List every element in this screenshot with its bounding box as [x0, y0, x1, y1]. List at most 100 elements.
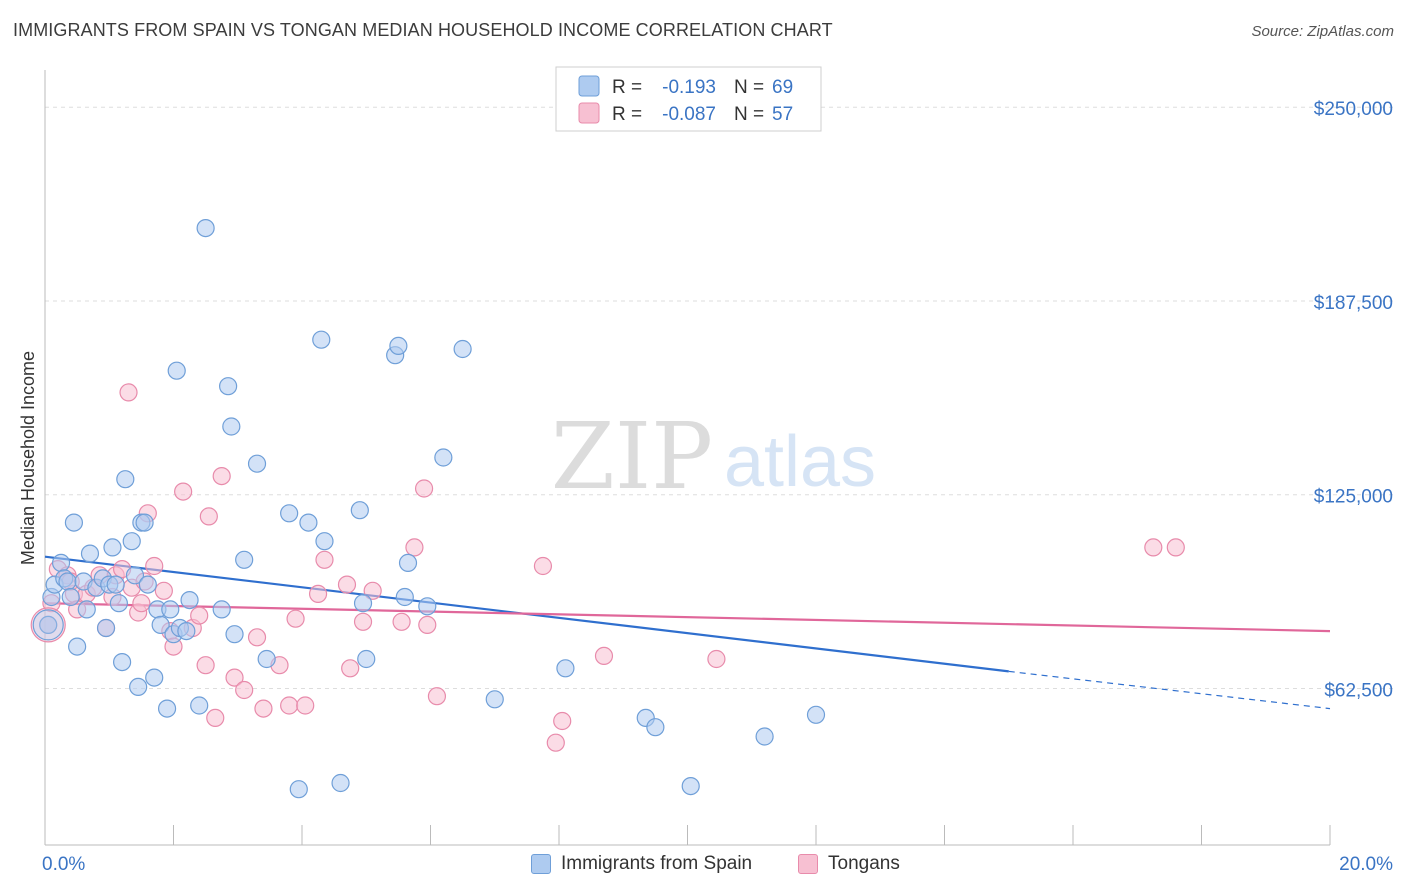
spain-point-68 [39, 615, 58, 635]
spain-point-30 [161, 600, 180, 619]
tongans-point-43 [392, 612, 411, 631]
x-tick-label-1: 20.0% [1339, 854, 1393, 875]
spain-point-18 [112, 652, 132, 672]
spain-point-9 [77, 600, 96, 619]
x-tick-labels: 0.0% 20.0% [42, 854, 1393, 875]
tongans-point-26 [199, 507, 218, 526]
legend-r-label-spain: R = [612, 77, 642, 98]
y-tick-label-3: $250,000 [1314, 99, 1393, 120]
legend-swatch-spain-bottom [531, 854, 551, 874]
spain-point-24 [135, 513, 154, 532]
spain-point-17 [109, 594, 128, 613]
legend-n-value-spain: 69 [772, 77, 793, 98]
legend-swatch-spain [578, 75, 600, 97]
spain-point-43 [247, 454, 267, 473]
y-tick-label-1: $125,000 [1314, 487, 1393, 508]
axes [44, 70, 1331, 846]
spain-point-21 [125, 566, 145, 585]
spain-point-64 [646, 718, 665, 737]
spain-point-38 [212, 600, 231, 619]
spain-point-48 [312, 330, 331, 349]
tongans-point-41 [341, 659, 360, 678]
tongans-point-45 [414, 479, 434, 498]
spain-point-22 [129, 677, 148, 697]
legend-label-tongans: Tongans [828, 853, 900, 874]
spain-point-34 [177, 621, 196, 641]
tongans-point-56 [132, 594, 151, 613]
watermark-zip: ZIP [551, 403, 713, 510]
spain-point-55 [389, 336, 408, 355]
spain-point-16 [106, 575, 125, 594]
tongans-point-47 [427, 687, 447, 706]
spain-point-37 [196, 219, 215, 238]
legend-item-tongans[interactable]: Tongans [798, 853, 900, 875]
spain-point-15 [103, 538, 122, 557]
spain-point-25 [138, 575, 157, 594]
tongans-point-48 [533, 556, 553, 576]
spain-point-28 [151, 615, 170, 635]
spain-point-35 [180, 590, 199, 610]
y-tick-labels: $62,500 $125,000 $187,500 $250,000 [1314, 99, 1393, 701]
tongans-point-44 [405, 538, 424, 557]
legend-r-value-spain: -0.193 [662, 77, 716, 98]
spain-point-42 [235, 550, 254, 569]
tongans-point-35 [286, 609, 305, 628]
spain-point-29 [157, 699, 177, 718]
y-axis-label: Median Household Income [18, 351, 38, 565]
spain-point-6 [64, 513, 84, 532]
spain-point-58 [418, 597, 437, 616]
legend-item-spain[interactable]: Immigrants from Spain [531, 853, 752, 875]
spain-point-41 [225, 625, 244, 644]
spain-point-51 [353, 594, 373, 613]
spain-point-61 [485, 690, 504, 709]
tongans-point-51 [594, 646, 614, 666]
legend-n-value-tongans: 57 [772, 104, 793, 125]
spain-point-60 [453, 339, 472, 359]
watermark: ZIP atlas [551, 403, 876, 510]
chart-title: IMMIGRANTS FROM SPAIN VS TONGAN MEDIAN H… [13, 20, 833, 40]
tongans-point-50 [546, 733, 565, 752]
y-tick-label-2: $187,500 [1314, 293, 1393, 314]
tongans-point-53 [1144, 538, 1163, 557]
legend-n-label-tongans: N = [734, 104, 764, 125]
tongans-point-29 [225, 668, 244, 687]
y-tick-label-0: $62,500 [1324, 680, 1393, 701]
legend-r-label-tongans: R = [612, 104, 642, 125]
spain-point-10 [80, 544, 100, 563]
tongans-point-34 [280, 696, 299, 715]
spain-point-49 [315, 532, 334, 551]
spain-point-52 [350, 501, 369, 520]
tongans-point-24 [190, 606, 209, 625]
trend-lines [44, 555, 1331, 710]
spain-point-5 [61, 587, 80, 607]
spain-point-45 [280, 504, 299, 523]
legend-top: R = -0.193 N = 69 R = -0.087 N = 57 [555, 66, 822, 132]
spain-point-39 [219, 377, 238, 396]
tongans-point-42 [363, 581, 382, 600]
spain-point-62 [556, 659, 575, 678]
tongans-point-40 [353, 612, 373, 631]
spain-point-33 [167, 361, 186, 380]
source-label: Source: ZipAtlas.com [1251, 23, 1394, 40]
tongans-point-32 [254, 699, 273, 718]
tongans-point-36 [296, 696, 315, 715]
spain-point-44 [257, 649, 276, 669]
tongans-point-28 [212, 467, 231, 486]
tongans-point-25 [196, 656, 215, 675]
tongans-point-39 [337, 575, 357, 594]
tongans-point-49 [553, 711, 572, 731]
legend-swatch-tongans [578, 102, 600, 124]
legend-n-label-spain: N = [734, 77, 764, 98]
tongans-point-52 [707, 649, 726, 669]
legend-swatch-tongans-bottom [798, 854, 818, 874]
tongans-point-38 [315, 550, 334, 569]
x-tick-label-0: 0.0% [42, 854, 85, 875]
spain-point-66 [755, 727, 774, 746]
spain-point-20 [122, 532, 141, 551]
spain-point-59 [434, 448, 453, 467]
tongans-point-54 [1166, 538, 1185, 557]
spain-point-26 [145, 668, 164, 687]
tongans-point-13 [119, 383, 138, 402]
spain-point-7 [68, 637, 87, 656]
